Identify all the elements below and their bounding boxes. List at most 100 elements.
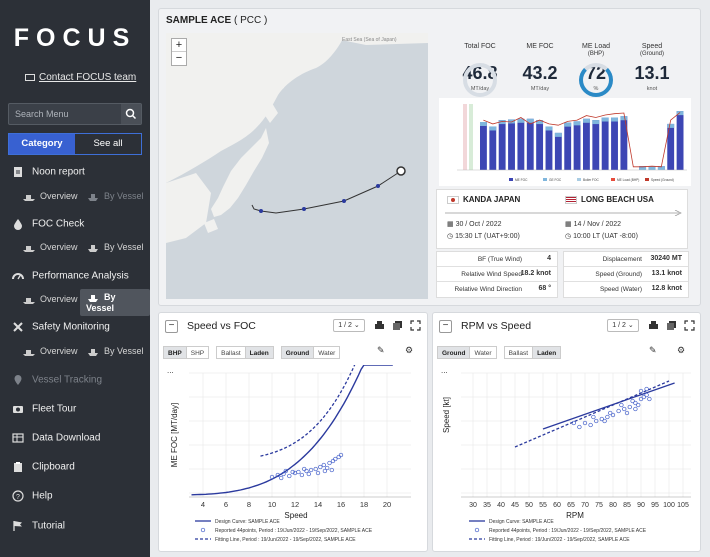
fullscreen-icon[interactable] — [683, 319, 696, 332]
departure-time-value: 15:30 LT (UAT+9:00) — [455, 233, 520, 240]
noon-by-vessel[interactable]: By Vessel — [86, 191, 144, 202]
focus-logo[interactable]: FOCUS — [13, 24, 137, 52]
edit-icon[interactable]: ✎ — [377, 345, 385, 355]
data-point — [269, 474, 275, 480]
trend-bar-cap — [489, 126, 497, 131]
search-menu[interactable]: Search Menu — [8, 103, 142, 125]
zoom-out-button[interactable]: − — [175, 52, 183, 64]
menu-data-download-label: Data Download — [32, 432, 101, 444]
data-point — [281, 471, 286, 477]
search-button[interactable] — [121, 104, 141, 124]
menu-vessel-tracking[interactable]: Vessel Tracking — [12, 374, 102, 386]
page-selector[interactable]: 1 / 2 ⌄ — [607, 319, 639, 332]
x-tick-label: 90 — [637, 502, 645, 509]
data-point — [302, 466, 307, 472]
tab-see-all[interactable]: See all — [93, 138, 123, 149]
legend-swatch — [645, 178, 649, 181]
x-tick-label: 12 — [291, 500, 299, 509]
kpi-label-sub: (BHP) — [587, 51, 605, 57]
edit-icon[interactable]: ✎ — [649, 345, 657, 355]
contact-link[interactable]: Contact FOCUS team — [25, 72, 136, 83]
collapse-button[interactable]: − — [439, 320, 452, 333]
print-icon[interactable] — [373, 319, 386, 332]
vessel-title: SAMPLE ACE ( PCC ) — [166, 15, 267, 26]
menu-safety-monitoring[interactable]: Safety Monitoring — [12, 321, 110, 333]
toggle-ground[interactable]: Ground — [437, 346, 471, 359]
x-tick-label: 85 — [623, 502, 631, 509]
rpm-speed-card: − RPM vs Speed 1 / 2 ⌄ Ground Water Ballas… — [432, 312, 701, 552]
x-tick-label: 35 — [483, 502, 491, 509]
foc-by-vessel[interactable]: By Vessel — [86, 242, 144, 253]
chart-settings-icon[interactable]: ⚙ — [405, 345, 414, 355]
x-axis-label: Speed — [284, 511, 307, 520]
x-axis-label: RPM — [566, 511, 584, 520]
vessel-map[interactable]: East Sea (Sea of Japan) + − — [166, 33, 428, 299]
toggle-ground[interactable]: Ground — [280, 346, 315, 359]
x-tick-label: 50 — [525, 502, 533, 509]
data-point — [608, 410, 613, 416]
zoom-in-button[interactable]: + — [172, 39, 186, 52]
performance-by-vessel[interactable]: By Vessel — [80, 289, 150, 316]
trend-bar — [536, 120, 544, 170]
contact-link-label: Contact FOCUS team — [39, 72, 137, 83]
fullscreen-icon[interactable] — [409, 319, 422, 332]
fleet-icon — [23, 194, 35, 201]
foc-overview[interactable]: Overview — [22, 242, 78, 253]
toggle-laden[interactable]: Laden — [532, 346, 562, 359]
voyage-arrow — [445, 210, 682, 216]
data-point — [336, 454, 341, 460]
data-point — [638, 396, 644, 402]
vessel-icon — [88, 244, 98, 252]
menu-noon-report[interactable]: Noon report — [12, 166, 85, 178]
tools-icon — [13, 322, 23, 332]
menu-safety-label: Safety Monitoring — [32, 321, 110, 333]
copy-icon[interactable] — [391, 319, 404, 332]
kpi-unit: MT/day — [530, 86, 550, 92]
design-curve — [542, 382, 675, 430]
trend-bar — [526, 118, 534, 170]
menu-vessel-tracking-label: Vessel Tracking — [32, 374, 103, 386]
safety-overview[interactable]: Overview — [22, 346, 78, 357]
menu-fleet-tour[interactable]: Fleet Tour — [12, 403, 76, 415]
toggle-shp[interactable]: SHP — [185, 346, 210, 359]
collapse-button[interactable]: − — [165, 320, 178, 333]
departure-time: ◷ 15:30 LT (UAT+9:00) — [447, 233, 520, 240]
flag-icon — [13, 521, 22, 531]
toggle-ballast[interactable]: Ballast — [503, 346, 534, 359]
x-tick-label: 14 — [314, 500, 322, 509]
toggle-ballast[interactable]: Ballast — [216, 346, 246, 359]
menu-performance-analysis[interactable]: Performance Analysis — [12, 270, 129, 282]
trend-bar-cap — [508, 119, 515, 124]
performance-overview[interactable]: Overview — [22, 294, 78, 305]
menu-help[interactable]: ? Help — [12, 490, 53, 502]
print-icon[interactable] — [647, 319, 660, 332]
toggle-water[interactable]: Water — [469, 346, 497, 359]
safety-by-vessel[interactable]: By Vessel — [86, 346, 144, 357]
vessel-position-marker[interactable] — [396, 166, 406, 176]
toggle-laden[interactable]: Laden — [244, 346, 274, 359]
vessel-type: ( PCC ) — [233, 15, 268, 26]
page-selector[interactable]: 1 / 2 ⌄ — [333, 319, 365, 332]
menu-clipboard[interactable]: Clipboard — [12, 461, 75, 473]
menu-data-download[interactable]: Data Download — [12, 432, 100, 444]
menu-foc-check[interactable]: FOC Check — [12, 218, 84, 230]
x-tick-label: 6 — [224, 500, 228, 509]
menu-tutorial[interactable]: Tutorial — [12, 520, 65, 532]
row-key: BF (True Wind) — [477, 256, 522, 263]
tab-category[interactable]: Category — [9, 134, 75, 154]
trend-bar — [601, 117, 609, 170]
chart-settings-icon[interactable]: ⚙ — [677, 345, 686, 355]
toggle-water[interactable]: Water — [313, 346, 341, 359]
toggle-bhp[interactable]: BHP — [163, 346, 187, 359]
trend-bar — [517, 118, 525, 170]
copy-icon[interactable] — [665, 319, 678, 332]
row-key: Speed (Water) — [599, 286, 642, 293]
noon-overview[interactable]: Overview — [22, 191, 78, 202]
data-point — [308, 467, 314, 473]
x-tick-label: 80 — [609, 502, 617, 509]
legend-label: Boiler FOC — [583, 178, 599, 182]
legend-label: GE FOC — [549, 178, 562, 182]
search-input[interactable]: Search Menu — [15, 109, 69, 119]
data-point — [296, 469, 301, 475]
data-point — [591, 414, 596, 420]
